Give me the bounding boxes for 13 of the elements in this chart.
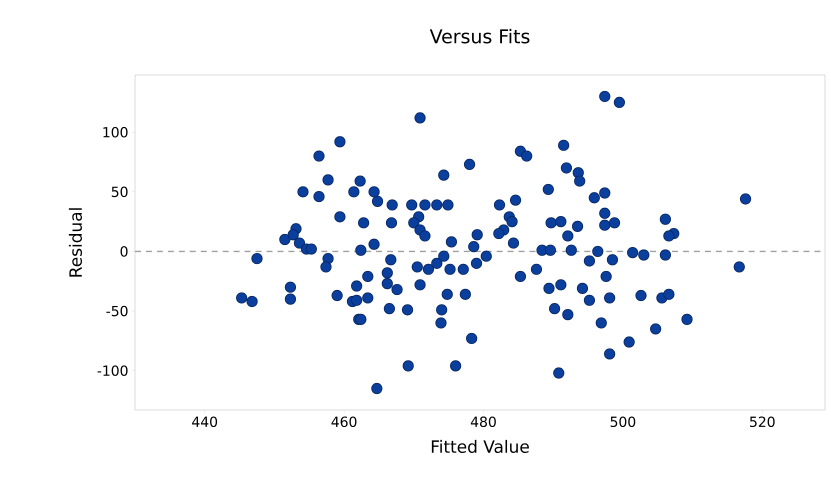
x-tick-label: 520 <box>750 416 775 428</box>
y-tick-label: -100 <box>98 365 128 376</box>
x-tick-label: 460 <box>331 416 356 428</box>
y-axis-title: Residual <box>68 208 82 277</box>
y-tick-label: 50 <box>112 186 128 198</box>
x-axis-title: Fitted Value <box>432 440 529 453</box>
x-tick-label: 480 <box>470 416 496 428</box>
x-tick-label: 500 <box>610 416 636 428</box>
x-tick-label: 440 <box>192 416 218 428</box>
y-tick-label: -50 <box>106 306 128 316</box>
y-tick-label: 0 <box>120 246 128 257</box>
y-tick-label: 100 <box>103 126 128 138</box>
chart-title: Versus Fits <box>430 28 530 44</box>
